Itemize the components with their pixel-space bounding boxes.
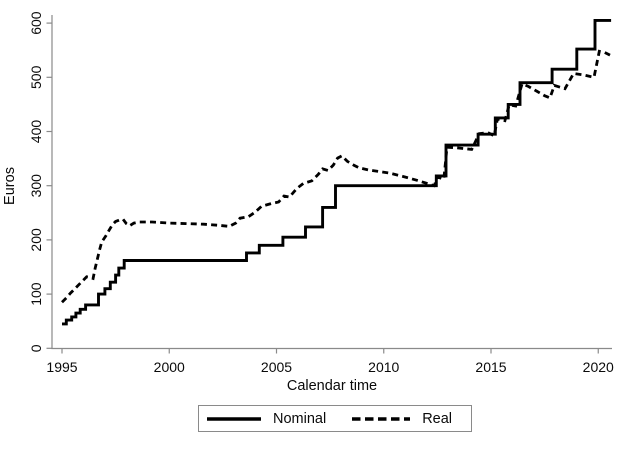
x-tick-label: 2000 (154, 359, 185, 375)
y-tick-label: 0 (28, 344, 44, 352)
y-tick-label: 500 (28, 65, 44, 89)
y-tick-label: 100 (28, 282, 44, 306)
axes: 0 100 200 300 400 500 600 1995 2000 2005 2010 2015 2… (28, 11, 614, 375)
legend-label-real: Real (422, 410, 453, 427)
legend-label-nominal: Nominal (273, 410, 327, 427)
y-tick-label: 600 (28, 11, 44, 35)
x-tick-label: 1995 (46, 359, 77, 375)
x-tick-label: 2005 (261, 359, 292, 375)
y-tick-label: 300 (28, 174, 44, 198)
y-tick-label: 400 (28, 120, 44, 144)
real-line-sample-icon (352, 416, 411, 421)
nominal-line-sample-icon (207, 416, 261, 421)
x-tick-label: 2020 (583, 359, 614, 375)
real-series-line (61, 49, 611, 304)
x-axis-title: Calendar time (287, 378, 377, 394)
legend: Nominal Real (198, 405, 472, 432)
plot-area (61, 18, 612, 326)
nominal-series-line (62, 18, 612, 326)
x-tick-label: 2010 (368, 359, 399, 375)
y-axis-title: Euros (2, 167, 18, 205)
x-tick-label: 2015 (475, 359, 506, 375)
y-tick-label: 200 (28, 228, 44, 252)
